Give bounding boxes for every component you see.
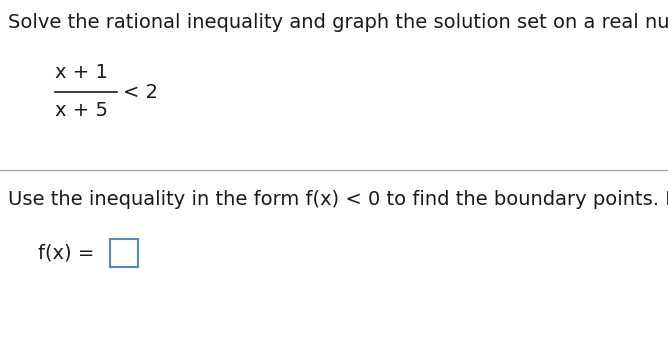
Text: Solve the rational inequality and graph the solution set on a real number: Solve the rational inequality and graph … (8, 13, 668, 32)
Text: f(x) =: f(x) = (38, 244, 101, 262)
Text: Use the inequality in the form f(x) < 0 to find the boundary points. Find f: Use the inequality in the form f(x) < 0 … (8, 190, 668, 209)
Text: x + 1: x + 1 (55, 63, 108, 82)
FancyBboxPatch shape (110, 239, 138, 267)
Text: < 2: < 2 (123, 82, 158, 102)
Text: x + 5: x + 5 (55, 102, 108, 120)
